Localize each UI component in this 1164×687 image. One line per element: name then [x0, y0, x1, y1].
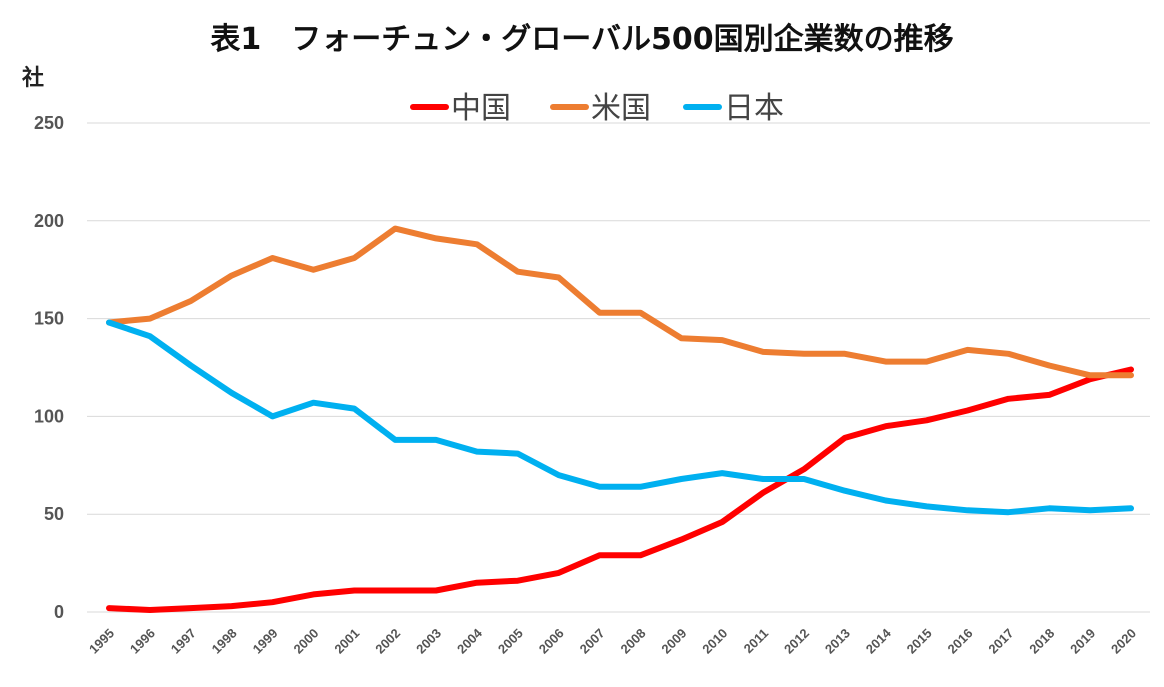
y-axis-ticks: 0 50 100 150 200 250 — [34, 113, 64, 622]
y-tick-label: 150 — [34, 309, 64, 329]
x-tick-label: 2002 — [372, 626, 403, 657]
y-tick-label: 0 — [54, 602, 64, 622]
y-tick-label: 50 — [44, 504, 64, 524]
x-tick-label: 1999 — [250, 626, 281, 657]
x-tick-label: 2011 — [741, 626, 772, 657]
x-tick-label: 2015 — [904, 626, 935, 657]
x-tick-label: 2016 — [945, 626, 976, 657]
y-axis-unit-label: 社 — [22, 66, 45, 91]
x-tick-label: 2014 — [863, 625, 895, 657]
x-tick-label: 2009 — [658, 626, 689, 657]
gridlines — [87, 122, 1150, 613]
y-tick-label: 250 — [34, 113, 64, 133]
x-tick-label: 2020 — [1108, 626, 1139, 657]
x-tick-label: 1997 — [168, 626, 199, 657]
legend-label: 米国 — [591, 91, 651, 126]
x-tick-label: 2017 — [985, 626, 1016, 657]
x-tick-label: 1995 — [86, 626, 117, 657]
x-tick-label: 1998 — [209, 626, 240, 657]
x-tick-label: 2005 — [495, 626, 526, 657]
legend: 中国 米国 日本 — [410, 91, 784, 126]
x-axis-ticks: 1995 1996 1997 1998 1999 2000 2001 2002 2003 2004… — [86, 625, 1139, 657]
x-tick-label: 2008 — [618, 626, 649, 657]
legend-label: 中国 — [451, 91, 511, 126]
x-tick-label: 2012 — [781, 626, 812, 657]
x-tick-label: 2018 — [1026, 626, 1057, 657]
x-tick-label: 2001 — [331, 626, 362, 657]
x-tick-label: 2013 — [822, 626, 853, 657]
legend-label: 日本 — [724, 91, 784, 126]
y-tick-label: 100 — [34, 406, 64, 426]
chart-title: 表1 フォーチュン・グローバル500国別企業数の推移 — [210, 22, 954, 57]
x-tick-label: 2006 — [536, 626, 567, 657]
series-line-0 — [106, 366, 1134, 613]
x-tick-label: 2019 — [1067, 626, 1098, 657]
series-lines — [106, 225, 1134, 613]
series-line-1 — [106, 225, 1134, 379]
series-line-2 — [106, 319, 1134, 516]
x-tick-label: 2000 — [290, 626, 321, 657]
x-tick-label: 2003 — [413, 626, 444, 657]
x-tick-label: 2004 — [454, 625, 486, 657]
y-tick-label: 200 — [34, 211, 64, 231]
x-tick-label: 2010 — [699, 626, 730, 657]
x-tick-label: 1996 — [127, 626, 158, 657]
x-tick-label: 2007 — [577, 626, 608, 657]
